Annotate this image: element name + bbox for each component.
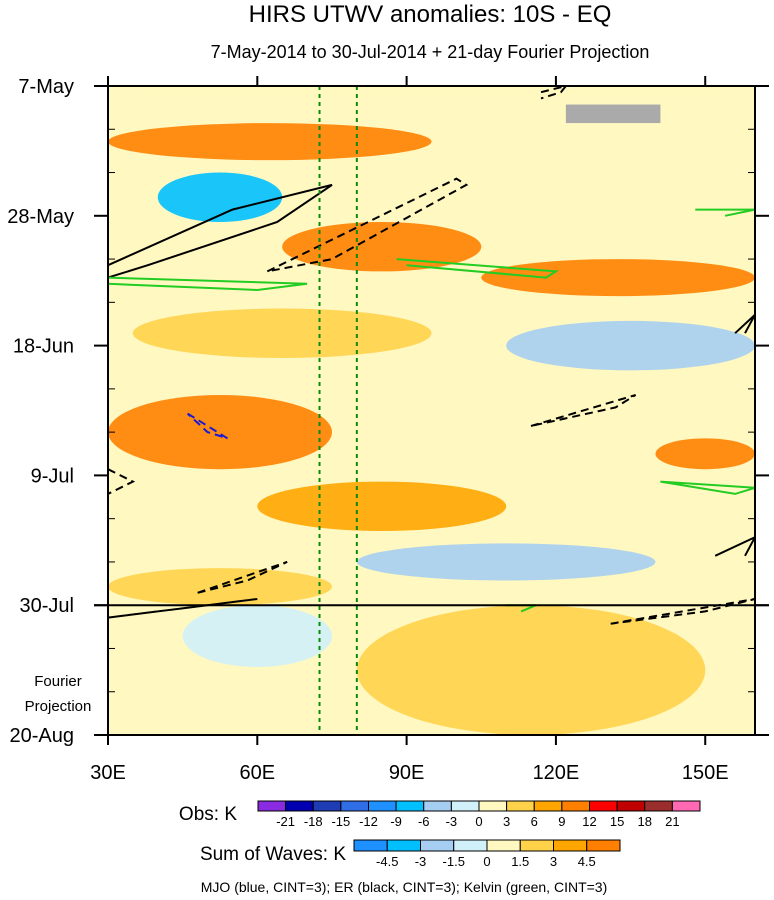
wavesBar-label-1: -3	[415, 854, 427, 869]
waves-colorbar-label: Sum of Waves: K	[200, 844, 346, 865]
anomaly-band-9	[257, 481, 507, 532]
wavesBar-box-3	[453, 839, 488, 852]
y-tick-label-1: 28-May	[7, 206, 74, 228]
projection-label-line2: Projection	[25, 698, 92, 715]
obsBar-box-8	[478, 800, 508, 812]
chart-subtitle: 7-May-2014 to 30-Jul-2014 + 21-day Fouri…	[211, 42, 650, 62]
wavesBar-box-6	[553, 839, 588, 852]
obsBar-label-9: 6	[531, 814, 538, 829]
x-tick-label-1: 60E	[240, 762, 276, 784]
wavesBar-box-5	[519, 839, 554, 852]
obsBar-label-0: -21	[276, 814, 295, 829]
wavesBar-label-6: 4.5	[578, 854, 596, 869]
obsBar-box-1	[285, 800, 314, 812]
projection-label-line1: Fourier	[34, 673, 82, 690]
obsBar-box-0	[257, 800, 287, 812]
er-contour-1	[266, 177, 469, 273]
obsBar-label-14: 21	[665, 814, 679, 829]
obsBar-label-12: 15	[610, 814, 624, 829]
y-tick-label-2: 18-Jun	[13, 336, 74, 358]
anomaly-band-7	[108, 395, 332, 470]
anomaly-band-3	[282, 221, 482, 272]
missing-data-0	[565, 104, 661, 124]
obsBar-box-2	[312, 800, 342, 812]
anomaly-field	[108, 86, 755, 735]
anomaly-band-8	[655, 438, 755, 470]
y-tick-label-4: 30-Jul	[20, 595, 74, 617]
obsBar-box-3	[340, 800, 369, 812]
obsBar-box-7	[450, 800, 480, 812]
anomaly-band-12	[182, 605, 332, 668]
anomaly-band-4	[481, 259, 755, 297]
obs-colorbar: -21 -18 -15 -12 -9 -6 -3 0 3 6 9 12 15 18 21	[257, 800, 701, 829]
anomaly-band-10	[356, 543, 656, 581]
wavesBar-label-0: -4.5	[376, 854, 398, 869]
obsBar-box-15	[671, 800, 701, 812]
kelvin-contour-12	[396, 258, 560, 279]
wavesBar-label-2: -1.5	[443, 854, 465, 869]
y-tick-label-5: 20-Aug	[10, 725, 75, 747]
x-tick-label-2: 90E	[389, 762, 425, 784]
er-contour-7	[714, 536, 755, 557]
kelvin-contour-11	[108, 276, 308, 292]
x-tick-label-4: 150E	[682, 762, 729, 784]
anomaly-band-6	[506, 320, 755, 371]
obsBar-box-12	[589, 800, 618, 812]
x-tick-label-0: 30E	[90, 762, 126, 784]
obsBar-box-13	[616, 800, 646, 812]
wavesBar-box-7	[586, 839, 621, 852]
obsBar-label-3: -12	[359, 814, 378, 829]
obsBar-box-10	[533, 800, 563, 812]
kelvin-contour-13	[660, 480, 755, 495]
er-contour-2	[530, 394, 637, 427]
anomaly-band-2	[157, 172, 283, 222]
waves-colorbar: -4.5 -3 -1.5 0 1.5 3 4.5	[353, 839, 621, 869]
obsBar-box-6	[423, 800, 452, 812]
obsBar-label-1: -18	[304, 814, 323, 829]
x-tick-label-3: 120E	[533, 762, 580, 784]
er-contour-5	[108, 598, 258, 619]
chart-title: HIRS UTWV anomalies: 10S - EQ	[249, 1, 612, 28]
obsBar-label-7: 0	[475, 814, 482, 829]
er-contour-3	[108, 468, 136, 495]
anomaly-band-13	[356, 605, 706, 735]
wavesBar-label-5: 3	[550, 854, 557, 869]
er-contour-8	[734, 313, 755, 334]
obsBar-label-11: 12	[582, 814, 596, 829]
obsBar-label-6: -3	[446, 814, 458, 829]
obsBar-label-8: 3	[503, 814, 510, 829]
er-contour-9	[540, 86, 568, 100]
obs-colorbar-label: Obs: K	[179, 804, 237, 825]
mjo-contour-10	[186, 412, 228, 440]
obsBar-label-2: -15	[331, 814, 350, 829]
obsBar-box-4	[368, 800, 397, 812]
obsBar-box-5	[395, 800, 425, 812]
y-tick-label-3: 9-Jul	[31, 465, 74, 487]
obsBar-box-9	[506, 800, 535, 812]
anomaly-band-0	[108, 86, 755, 99]
kelvin-contour-15	[695, 208, 755, 217]
wavesBar-label-4: 1.5	[511, 854, 529, 869]
wavesBar-box-0	[353, 839, 388, 852]
x-axis: 30E 60E 90E 120E 150E	[90, 76, 729, 784]
obsBar-label-5: -6	[418, 814, 430, 829]
obsBar-label-10: 9	[558, 814, 565, 829]
wavesBar-box-1	[386, 839, 421, 852]
anomaly-band-11	[108, 568, 332, 606]
anomaly-band-1	[108, 123, 432, 161]
er-contour-0	[108, 183, 333, 279]
obsBar-label-4: -9	[390, 814, 402, 829]
y-axis: 7-May 28-May 18-Jun 9-Jul 30-Jul 20-Aug	[7, 76, 769, 747]
obsBar-box-11	[561, 800, 590, 812]
anomaly-band-5	[132, 308, 432, 358]
y-tick-label-0: 7-May	[18, 76, 74, 98]
obsBar-label-13: 18	[638, 814, 652, 829]
wavesBar-box-2	[420, 839, 455, 852]
wavesBar-label-3: 0	[483, 854, 490, 869]
footnote: MJO (blue, CINT=3); ER (black, CINT=3); …	[201, 879, 608, 895]
wavesBar-box-4	[486, 839, 521, 852]
obsBar-box-14	[644, 800, 673, 812]
plot-frame	[107, 85, 756, 736]
